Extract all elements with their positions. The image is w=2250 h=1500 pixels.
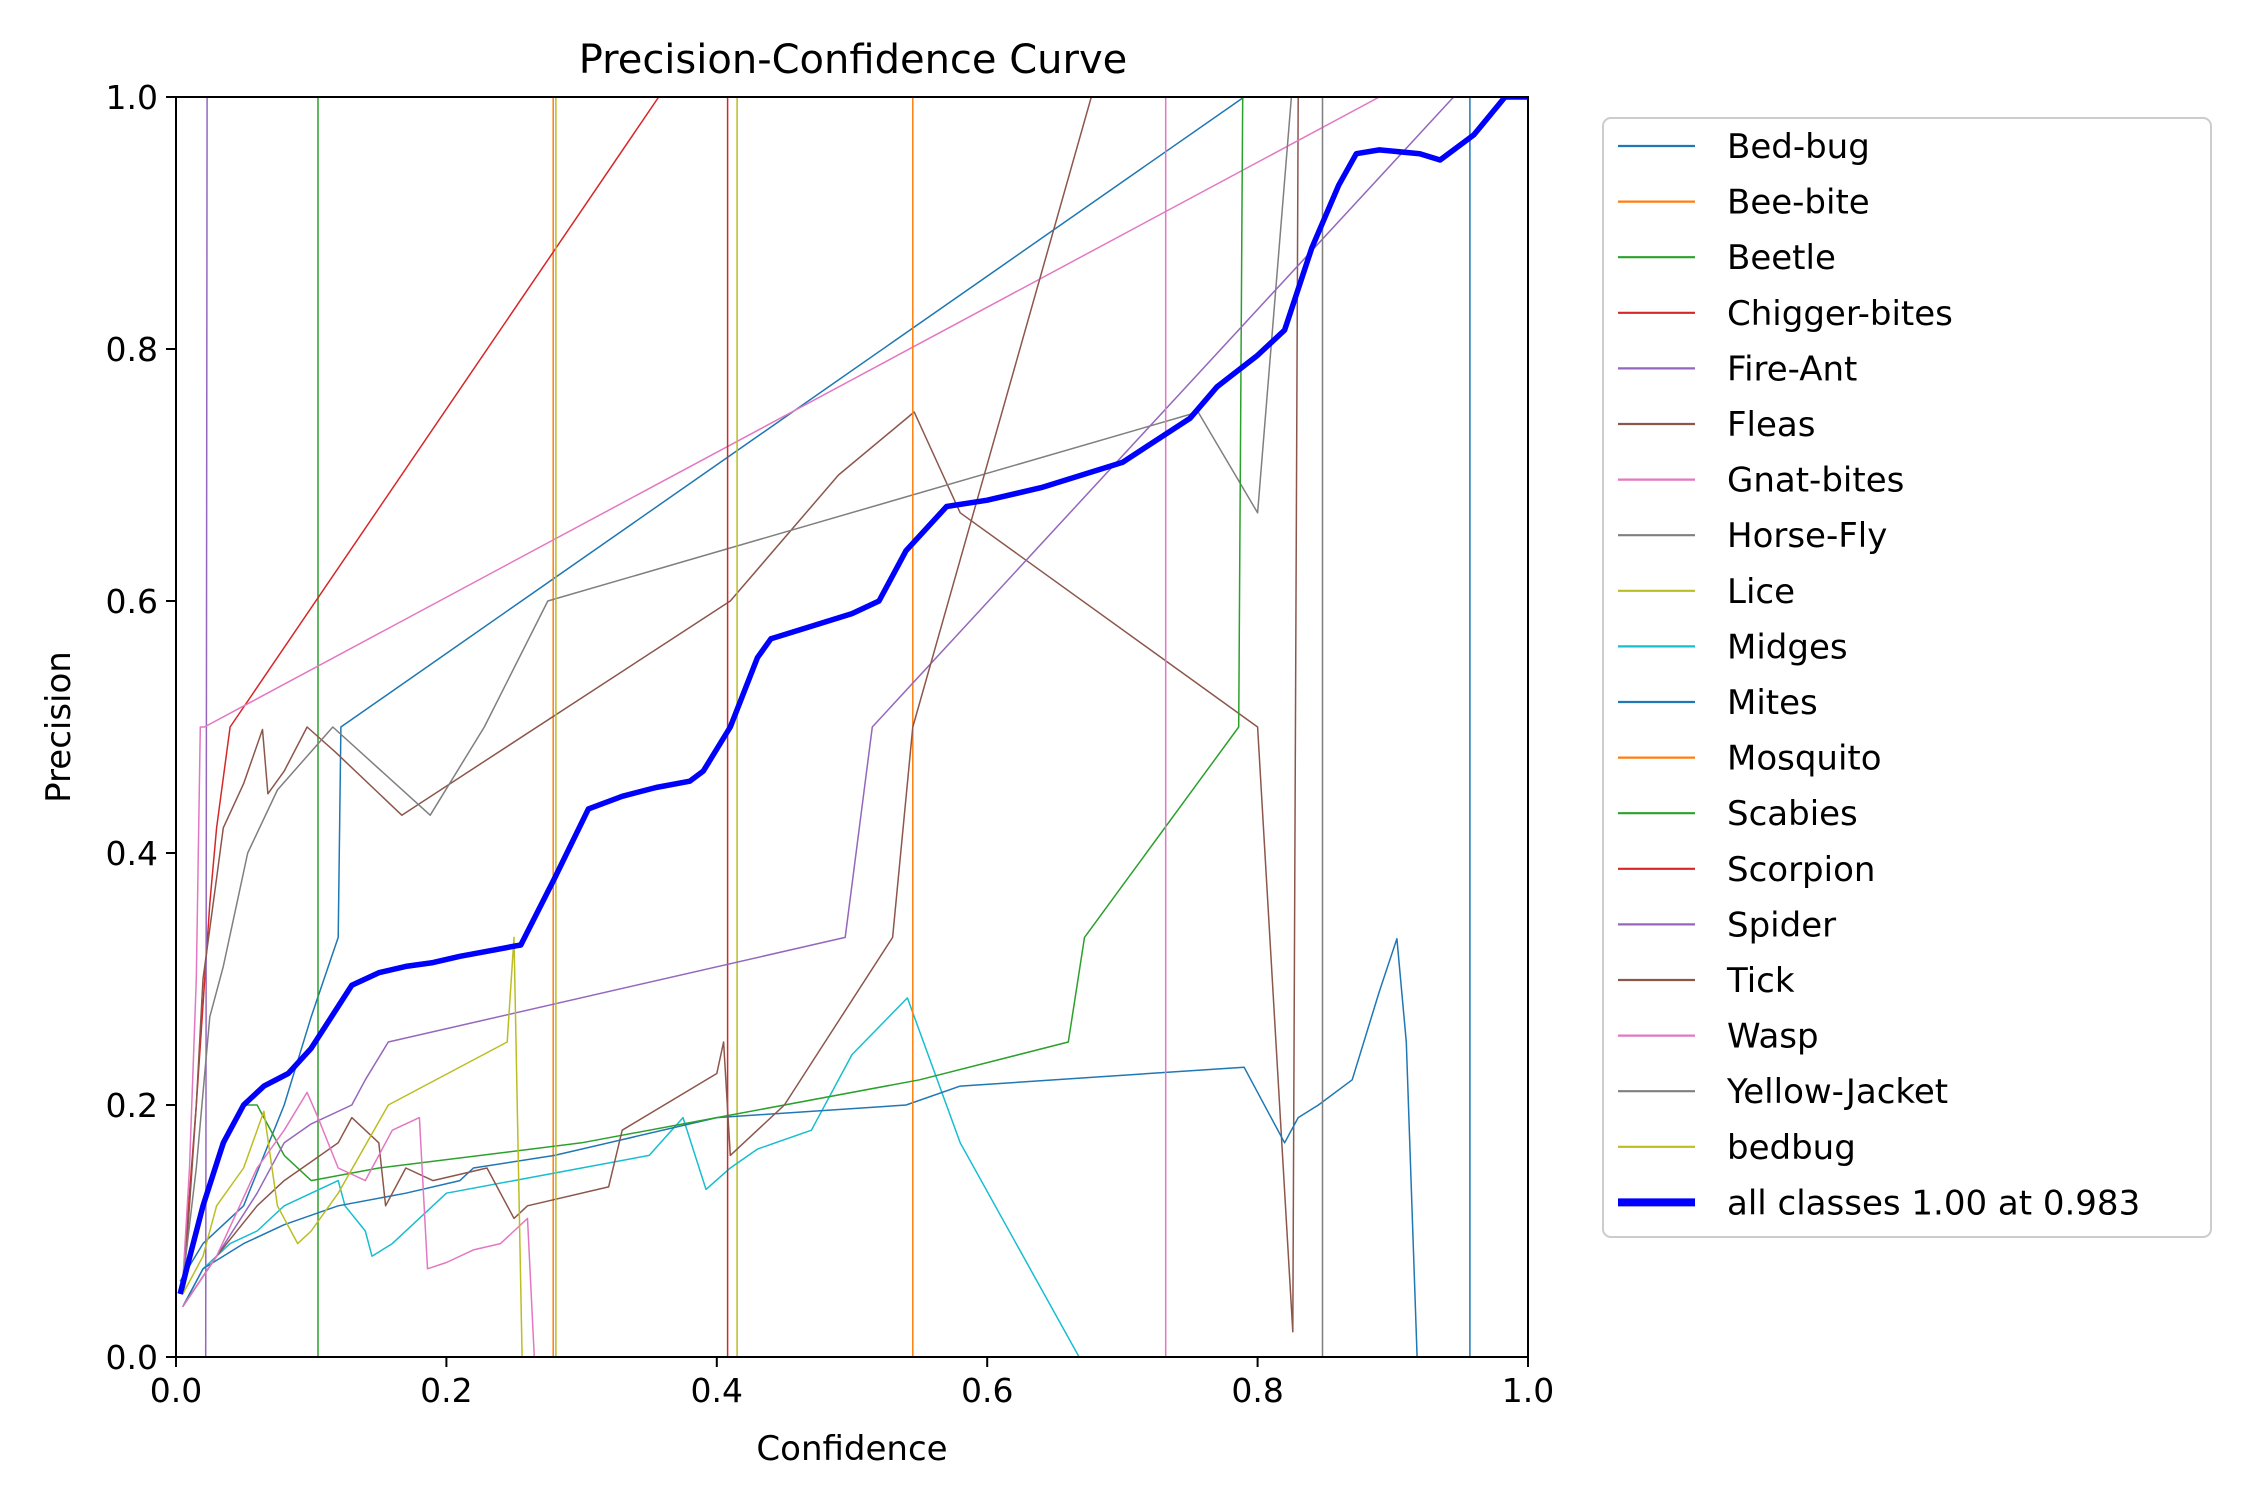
series-line-6 [182,97,1528,1282]
series-line-7 [182,97,1528,1282]
series-line-4 [176,97,1528,1357]
y-tick-label: 1.0 [106,78,158,117]
legend-label-2: Beetle [1727,238,1836,278]
legend-label-4: Fire-Ant [1727,349,1857,389]
legend-label-15: Tick [1726,961,1795,1001]
series-line-0 [179,97,1528,1282]
series-line-9 [182,997,1528,1357]
legend-label-14: Spider [1727,905,1836,945]
series-line-14 [182,97,1528,1308]
x-tick-label: 0.0 [150,1371,202,1410]
series-line-16 [182,97,1528,1357]
legend-label-18: bedbug [1727,1128,1856,1168]
legend-label-17: Yellow-Jacket [1726,1072,1948,1112]
x-tick-label: 0.4 [691,1371,743,1410]
legend-label-16: Wasp [1727,1017,1819,1057]
series-line-8 [176,97,1528,1357]
legend-label-0: Bed-bug [1727,127,1870,167]
legend-label-19: all classes 1.00 at 0.983 [1727,1183,2140,1223]
series-line-2 [176,97,1528,1357]
y-tick-label: 0.8 [106,330,158,369]
x-axis-label: Confidence [756,1429,947,1469]
x-tick-label: 0.2 [420,1371,472,1410]
legend-label-12: Scabies [1727,794,1858,834]
legend: Bed-bug Bee-bite Beetle Chigger-bites Fire-A… [1602,117,2212,1238]
series-line-17 [176,97,1528,1357]
x-tick-label: 0.8 [1231,1371,1283,1410]
chart-title: Precision-Confidence Curve [579,37,1128,83]
legend-label-11: Mosquito [1727,739,1882,779]
x-axis: 0.0 0.2 0.4 0.6 0.8 1.0 [150,1357,1554,1410]
y-tick-label: 0.6 [106,582,158,621]
legend-box [1602,117,2212,1238]
series-line-19 [177,97,1528,1295]
legend-label-9: Midges [1727,627,1848,667]
legend-label-10: Mites [1727,683,1818,723]
series-line-1 [176,97,1528,1357]
series-line-5 [182,97,1528,1333]
series-layer [176,97,1528,1357]
y-axis-label: Precision [39,651,79,803]
legend-label-5: Fleas [1727,405,1815,445]
legend-label-1: Bee-bite [1727,183,1870,223]
legend-label-6: Gnat-bites [1727,461,1904,501]
legend-label-8: Lice [1727,572,1795,612]
x-tick-label: 0.6 [961,1371,1013,1410]
series-line-10 [182,97,1528,1357]
plot-area-frame [175,96,1529,1358]
legend-label-3: Chigger-bites [1727,294,1953,334]
y-tick-label: 0.2 [106,1086,158,1125]
series-line-15 [182,97,1528,1308]
legend-entries: Bed-bug Bee-bite Beetle Chigger-bites Fire-A… [1618,127,2140,1223]
legend-label-13: Scorpion [1727,850,1875,890]
series-line-18 [182,97,1528,1357]
x-tick-label: 1.0 [1502,1371,1554,1410]
y-tick-label: 0.4 [106,834,158,873]
y-tick-label: 0.0 [106,1338,158,1377]
legend-label-7: Horse-Fly [1727,516,1887,556]
y-axis: 0.0 0.2 0.4 0.6 0.8 1.0 [106,78,176,1377]
